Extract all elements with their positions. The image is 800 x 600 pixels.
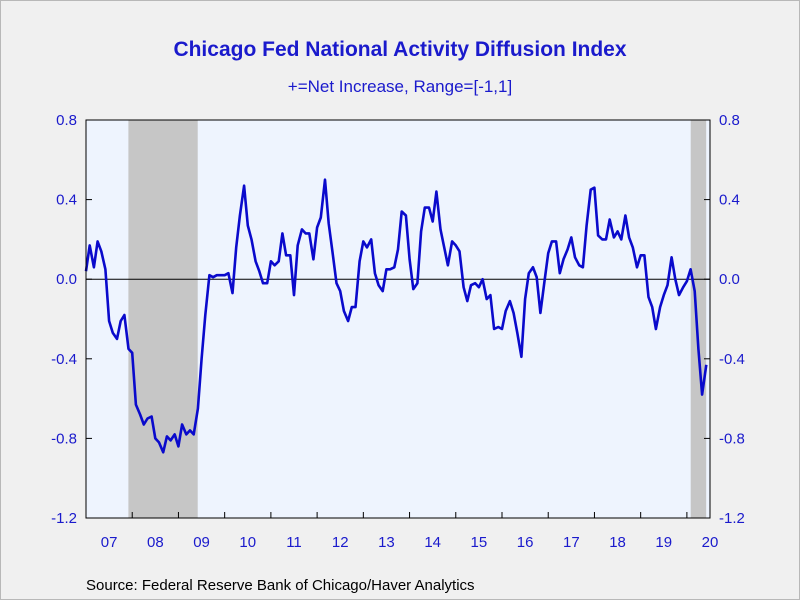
y-tick-label-left: 0.8 <box>56 112 77 129</box>
y-tick-label-right: 0.4 <box>719 192 740 209</box>
x-tick-label: 18 <box>609 534 626 551</box>
y-tick-label-right: 0.0 <box>719 271 740 288</box>
y-tick-label-left: 0.4 <box>56 192 77 209</box>
x-tick-label: 12 <box>332 534 349 551</box>
y-tick-label-right: 0.8 <box>719 112 740 129</box>
x-tick-label: 19 <box>655 534 672 551</box>
x-axis: 07 08 09 10 11 12 13 14 15 16 17 18 19 20 <box>101 512 719 551</box>
source-note: Source: Federal Reserve Bank of Chicago/… <box>86 577 475 594</box>
y-tick-label-left: -0.4 <box>51 351 77 368</box>
chart-subtitle: +=Net Increase, Range=[-1,1] <box>287 77 513 96</box>
x-tick-label: 09 <box>193 534 210 551</box>
y-axis-left: 0.8 0.4 0.0 -0.4 -0.8 -1.2 <box>51 112 92 527</box>
x-tick-label: 08 <box>147 534 164 551</box>
y-tick-label-left: -0.8 <box>51 430 77 447</box>
series-line <box>84 178 708 454</box>
y-tick-label-right: -1.2 <box>719 510 745 527</box>
x-tick-label: 14 <box>424 534 441 551</box>
y-tick-label-left: 0.0 <box>56 271 77 288</box>
plot-border <box>85 119 711 519</box>
y-tick-label-left: -1.2 <box>51 510 77 527</box>
y-tick-label-right: -0.8 <box>719 430 745 447</box>
x-tick-label: 07 <box>101 534 118 551</box>
recession-band <box>690 120 707 518</box>
x-tick-label: 10 <box>239 534 256 551</box>
x-tick-label: 15 <box>471 534 488 551</box>
x-tick-label: 13 <box>378 534 395 551</box>
recession-band <box>128 120 198 518</box>
y-tick-label-right: -0.4 <box>719 351 745 368</box>
x-tick-label: 20 <box>702 534 719 551</box>
y-axis-right: 0.8 0.4 0.0 -0.4 -0.8 -1.2 <box>704 112 745 527</box>
x-tick-label: 17 <box>563 534 580 551</box>
chart-title: Chicago Fed National Activity Diffusion … <box>173 38 627 61</box>
x-tick-label: 16 <box>517 534 534 551</box>
x-tick-label: 11 <box>286 534 302 551</box>
